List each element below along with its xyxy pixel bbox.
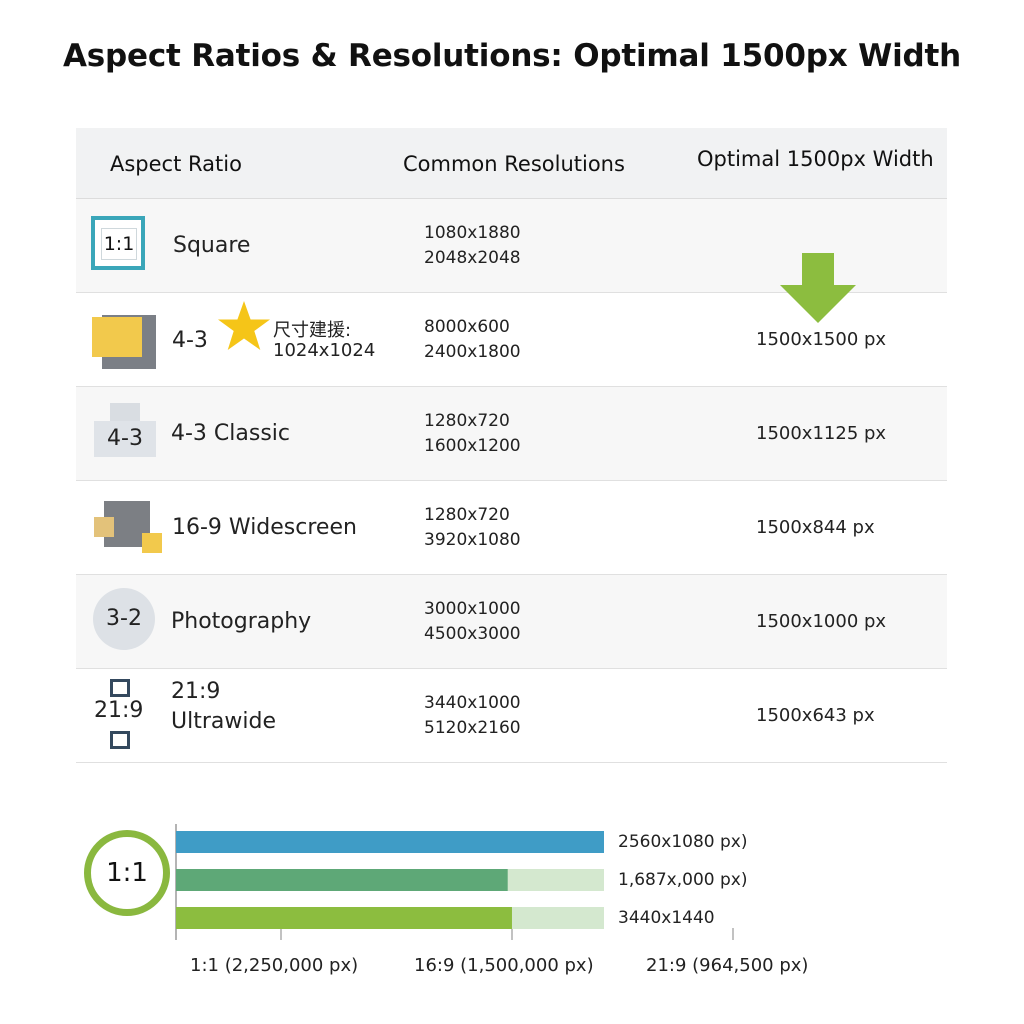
classic-frame-text: 4-3: [94, 421, 156, 457]
resolution-2: 2048x2048: [424, 248, 521, 268]
resolution-2: 1600x1200: [424, 436, 521, 456]
tick-label: 1:1 (2,250,000 px): [190, 955, 359, 976]
resolution-1: 3000x1000: [424, 599, 521, 619]
optimal-size: 1500x844 px: [756, 517, 875, 538]
resolution-2: 5120x2160: [424, 718, 521, 738]
page-title: Aspect Ratios & Resolutions: Optimal 150…: [62, 38, 962, 74]
down-arrow-icon: [780, 253, 856, 323]
table-row-photography: 3-2 Photography 3000x1000 4500x3000 1500…: [76, 575, 947, 669]
ultrawide-frame-icon: 21:9: [94, 679, 154, 749]
row-resolutions: 1280x720 3920x1080: [424, 503, 521, 553]
bar-chart-svg: [175, 824, 734, 940]
bar: [176, 869, 508, 891]
bar-label: 1,687x,000 px): [618, 870, 748, 890]
table-row-4-3: 4-3 尺寸建援: 1024x1024 8000x600 2400x1800 1…: [76, 293, 947, 387]
bar-label: 3440x1440: [618, 908, 715, 928]
resolution-1: 1280x720: [424, 411, 510, 431]
resolution-1: 1280x720: [424, 505, 510, 525]
header-aspect-ratio: Aspect Ratio: [110, 152, 242, 176]
resolution-1: 8000x600: [424, 317, 510, 337]
row-resolutions: 1280x720 1600x1200: [424, 409, 521, 459]
optimal-size: 1500x643 px: [756, 705, 875, 726]
bar-label: 2560x1080 px): [618, 832, 748, 852]
tick-label: 16:9 (1,500,000 px): [414, 955, 594, 976]
ratio-ring-label: 1:1: [106, 858, 148, 888]
circle-badge-icon: 3-2: [93, 588, 155, 650]
resolution-2: 4500x3000: [424, 624, 521, 644]
row-resolutions: 8000x600 2400x1800: [424, 315, 521, 365]
aspect-ratio-table: Aspect Ratio Common Resolutions Optimal …: [76, 128, 947, 763]
size-suggestion-label: 尺寸建援:: [273, 320, 352, 341]
row-name: Square: [173, 233, 251, 258]
resolution-1: 1080x1880: [424, 223, 521, 243]
optimal-size: 1500x1500 px: [756, 329, 887, 350]
tick-label: 21:9 (964,500 px): [646, 955, 809, 976]
bar: [176, 907, 512, 929]
resolution-2: 3920x1080: [424, 530, 521, 550]
ultrawide-frame-text: 21:9: [94, 698, 144, 723]
row-name-line-2: Ultrawide: [171, 709, 276, 734]
row-resolutions: 1080x1880 2048x2048: [424, 221, 521, 271]
pixel-comparison-chart: 1:1 2560x1080 px) 1,687x,000 px) 3440x1440…: [0, 800, 1024, 1000]
row-name-line-1: 21:9: [171, 679, 221, 704]
table-row-21-9: 21:9 21:9 Ultrawide 3440x1000 5120x2160 …: [76, 669, 947, 763]
resolution-2: 2400x1800: [424, 342, 521, 362]
table-header: Aspect Ratio Common Resolutions Optimal …: [76, 128, 947, 199]
stacked-rectangles-icon: [92, 315, 158, 371]
classic-frame-icon: 4-3: [94, 403, 156, 457]
row-name: 4-3: [172, 328, 208, 353]
resolution-1: 3440x1000: [424, 693, 521, 713]
circle-badge-text: 3-2: [106, 606, 142, 631]
table-row-square: 1:1 Square 1080x1880 2048x2048: [76, 199, 947, 323]
square-badge-text: 1:1: [101, 228, 137, 260]
optimal-size: 1500x1125 px: [756, 423, 887, 444]
row-name: 4-3 Classic: [171, 421, 291, 446]
ratio-ring-icon: [84, 830, 170, 916]
square-badge-icon: 1:1: [91, 216, 145, 270]
optimal-size: 1500x1000 px: [756, 611, 887, 632]
row-resolutions: 3440x1000 5120x2160: [424, 691, 521, 741]
header-optimal-width: Optimal 1500px Width: [697, 147, 934, 171]
table-row-16-9: 16-9 Widescreen 1280x720 3920x1080 1500x…: [76, 481, 947, 575]
bar: [176, 831, 604, 853]
header-common-resolutions: Common Resolutions: [403, 152, 625, 176]
star-icon: [218, 301, 270, 350]
row-name: Photography: [171, 609, 312, 634]
size-suggestion-value: 1024x1024: [273, 340, 376, 361]
row-resolutions: 3000x1000 4500x3000: [424, 597, 521, 647]
table-row-4-3-classic: 4-3 4-3 Classic 1280x720 1600x1200 1500x…: [76, 387, 947, 481]
widescreen-squares-icon: [94, 501, 162, 555]
row-name: 16-9 Widescreen: [172, 515, 357, 540]
